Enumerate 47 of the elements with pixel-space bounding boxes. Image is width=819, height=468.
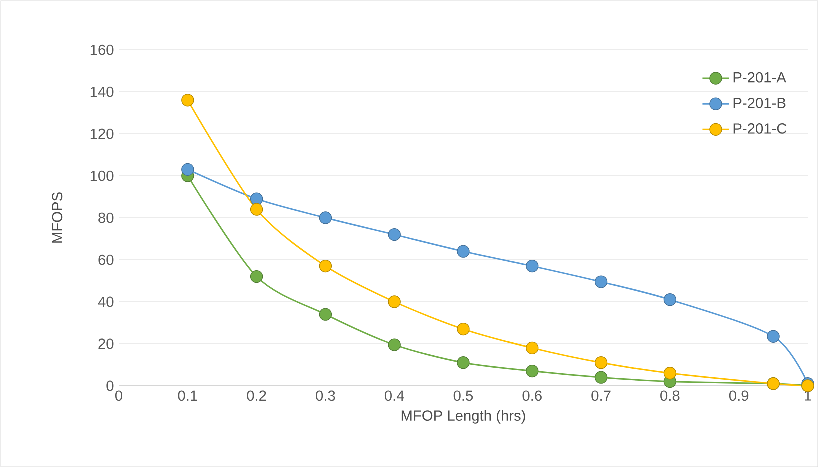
y-axis-title: MFOPS: [52, 192, 63, 243]
y-tick-label: 20: [98, 338, 114, 350]
point: [457, 356, 470, 370]
legend-label: P-201-B: [734, 98, 786, 108]
point: [319, 260, 332, 273]
point: [250, 270, 264, 284]
point: [664, 294, 677, 306]
x-tick-label: 0.8: [660, 390, 680, 402]
x-tick-label: 0.7: [592, 390, 611, 402]
point: [457, 322, 470, 336]
y-tick-label: 80: [98, 212, 114, 224]
x-tick-label: 0.2: [247, 390, 266, 402]
point: [182, 163, 194, 176]
point: [250, 192, 264, 206]
x-axis-title: MFOP Length (hrs): [402, 410, 526, 424]
point: [388, 228, 401, 242]
x-tick-label: 0.4: [384, 390, 404, 402]
legend-label: P-201-A: [734, 72, 786, 83]
x-tick-label: 0.9: [729, 390, 749, 402]
point: [594, 276, 608, 288]
point: [526, 260, 539, 273]
point: [526, 364, 539, 378]
y-tick-label: 160: [90, 44, 114, 56]
y-tick-label: 0: [106, 380, 114, 392]
x-tick-label: 0.5: [454, 390, 474, 402]
point: [388, 296, 401, 308]
legend-label: P-201-C: [734, 124, 787, 134]
point: [767, 330, 780, 343]
point: [457, 245, 470, 258]
point: [664, 367, 677, 380]
y-tick-label: 140: [90, 86, 114, 98]
y-tick-label: 60: [98, 254, 114, 266]
point: [594, 356, 608, 370]
point: [319, 308, 332, 321]
x-tick-label: 0.6: [522, 390, 542, 402]
point: [594, 371, 608, 384]
point: [250, 203, 264, 216]
point: [526, 342, 539, 355]
x-tick-label: 0.1: [178, 390, 198, 402]
y-tick-label: 100: [90, 170, 114, 182]
y-tick-label: 40: [98, 296, 114, 308]
y-tick-label: 120: [90, 128, 114, 140]
point: [319, 212, 332, 224]
point: [388, 338, 401, 352]
point: [182, 94, 194, 107]
x-tick-label: 0.3: [316, 390, 336, 402]
x-tick-label: 0: [115, 390, 122, 402]
